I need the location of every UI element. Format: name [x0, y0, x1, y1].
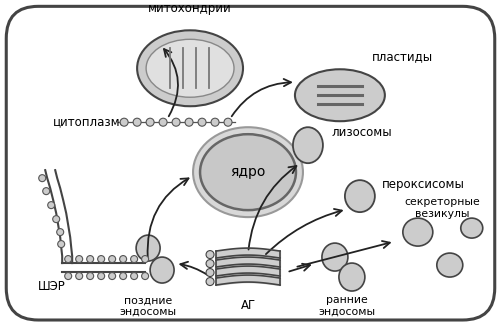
Circle shape — [131, 273, 138, 280]
Circle shape — [142, 256, 149, 262]
Circle shape — [53, 215, 60, 223]
Circle shape — [198, 118, 206, 126]
Text: пластиды: пластиды — [372, 50, 433, 63]
Ellipse shape — [293, 127, 323, 163]
Circle shape — [206, 251, 214, 259]
Text: пероксисомы: пероксисомы — [382, 178, 465, 191]
Circle shape — [58, 241, 65, 247]
Circle shape — [206, 269, 214, 276]
Circle shape — [120, 118, 128, 126]
Circle shape — [109, 256, 116, 262]
Ellipse shape — [345, 180, 375, 212]
Circle shape — [120, 256, 127, 262]
Ellipse shape — [136, 235, 160, 261]
Circle shape — [76, 256, 83, 262]
Circle shape — [224, 118, 232, 126]
Circle shape — [48, 201, 55, 209]
Circle shape — [109, 273, 116, 280]
Ellipse shape — [193, 127, 303, 217]
Ellipse shape — [295, 69, 385, 121]
Text: АГ: АГ — [240, 299, 256, 312]
Text: ШЭР: ШЭР — [38, 279, 66, 292]
Circle shape — [120, 273, 127, 280]
Circle shape — [57, 229, 64, 236]
Text: секреторные
везикулы: секреторные везикулы — [404, 197, 479, 219]
Circle shape — [206, 259, 214, 268]
Circle shape — [39, 175, 46, 182]
Circle shape — [76, 273, 83, 280]
Circle shape — [65, 273, 72, 280]
Ellipse shape — [339, 263, 365, 291]
Text: поздние
эндосомы: поздние эндосомы — [120, 295, 177, 317]
Circle shape — [133, 118, 141, 126]
Circle shape — [211, 118, 219, 126]
Circle shape — [98, 273, 105, 280]
Circle shape — [65, 256, 72, 262]
Text: митохондрии: митохондрии — [148, 2, 232, 15]
FancyBboxPatch shape — [6, 6, 495, 320]
Circle shape — [87, 273, 94, 280]
Ellipse shape — [200, 134, 296, 210]
Ellipse shape — [322, 243, 348, 271]
Circle shape — [206, 277, 214, 286]
Circle shape — [142, 273, 149, 280]
Ellipse shape — [150, 257, 174, 283]
Circle shape — [172, 118, 180, 126]
Circle shape — [43, 188, 50, 195]
Text: ранние
эндосомы: ранние эндосомы — [318, 295, 375, 317]
Ellipse shape — [403, 218, 433, 246]
Ellipse shape — [146, 39, 234, 97]
Ellipse shape — [461, 218, 483, 238]
Circle shape — [185, 118, 193, 126]
Circle shape — [159, 118, 167, 126]
Circle shape — [87, 256, 94, 262]
Text: лизосомы: лизосомы — [332, 126, 393, 139]
Ellipse shape — [437, 253, 463, 277]
Text: цитоплазма: цитоплазма — [53, 116, 128, 129]
Text: ядро: ядро — [230, 165, 266, 179]
Ellipse shape — [137, 30, 243, 106]
Circle shape — [98, 256, 105, 262]
Circle shape — [146, 118, 154, 126]
Circle shape — [131, 256, 138, 262]
